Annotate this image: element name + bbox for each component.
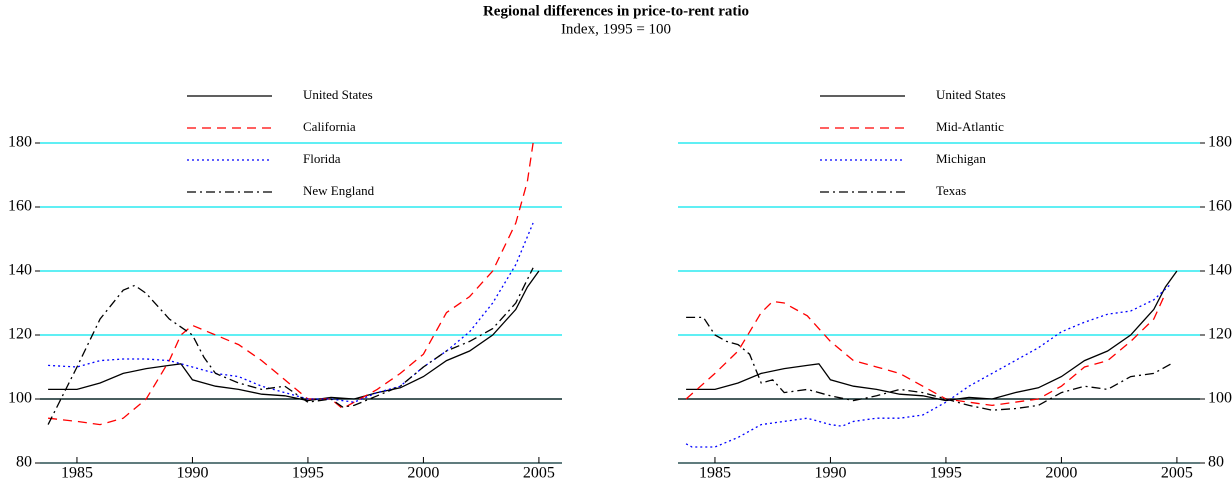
x-tick-label: 1995 bbox=[292, 465, 324, 482]
y-tick-label: 120 bbox=[1208, 326, 1232, 343]
x-tick-label: 2000 bbox=[407, 465, 439, 482]
y-tick-label: 140 bbox=[8, 262, 32, 279]
y-tick-label: 80 bbox=[1208, 454, 1224, 471]
x-tick-label: 2005 bbox=[523, 465, 555, 482]
y-tick-label: 100 bbox=[1208, 390, 1232, 407]
y-tick-label: 160 bbox=[1208, 198, 1232, 215]
y-tick-label: 160 bbox=[8, 198, 32, 215]
series-line bbox=[685, 293, 1166, 407]
y-tick-label: 120 bbox=[8, 326, 32, 343]
y-tick-label: 180 bbox=[8, 134, 32, 151]
x-tick-label: 1995 bbox=[930, 465, 962, 482]
series-line bbox=[685, 283, 1172, 448]
series-line bbox=[686, 316, 1172, 411]
legend-label: United States bbox=[303, 87, 373, 102]
x-tick-label: 2005 bbox=[1161, 465, 1193, 482]
series-line bbox=[48, 270, 540, 402]
legend-label: California bbox=[303, 119, 356, 134]
chart-title: Regional differences in price-to-rent ra… bbox=[483, 3, 749, 19]
series-line bbox=[47, 267, 534, 425]
legend-label: Mid-Atlantic bbox=[936, 119, 1004, 134]
chart-subtitle: Index, 1995 = 100 bbox=[561, 21, 671, 37]
legend-label: Texas bbox=[936, 183, 966, 198]
y-tick-label: 100 bbox=[8, 390, 32, 407]
legend-label: Michigan bbox=[936, 151, 986, 166]
legend-label: New England bbox=[303, 183, 375, 198]
legend-label: United States bbox=[936, 87, 1006, 102]
series-line bbox=[48, 222, 534, 403]
legend-label: Florida bbox=[303, 151, 341, 166]
x-tick-label: 1985 bbox=[699, 465, 731, 482]
series-line bbox=[48, 142, 534, 426]
y-tick-label: 180 bbox=[1208, 134, 1232, 151]
series-line bbox=[686, 270, 1178, 402]
x-tick-label: 1990 bbox=[176, 465, 208, 482]
x-tick-label: 2000 bbox=[1045, 465, 1077, 482]
x-tick-label: 1990 bbox=[814, 465, 846, 482]
y-tick-label: 140 bbox=[1208, 262, 1232, 279]
y-tick-label: 80 bbox=[16, 454, 32, 471]
x-tick-label: 1985 bbox=[61, 465, 93, 482]
